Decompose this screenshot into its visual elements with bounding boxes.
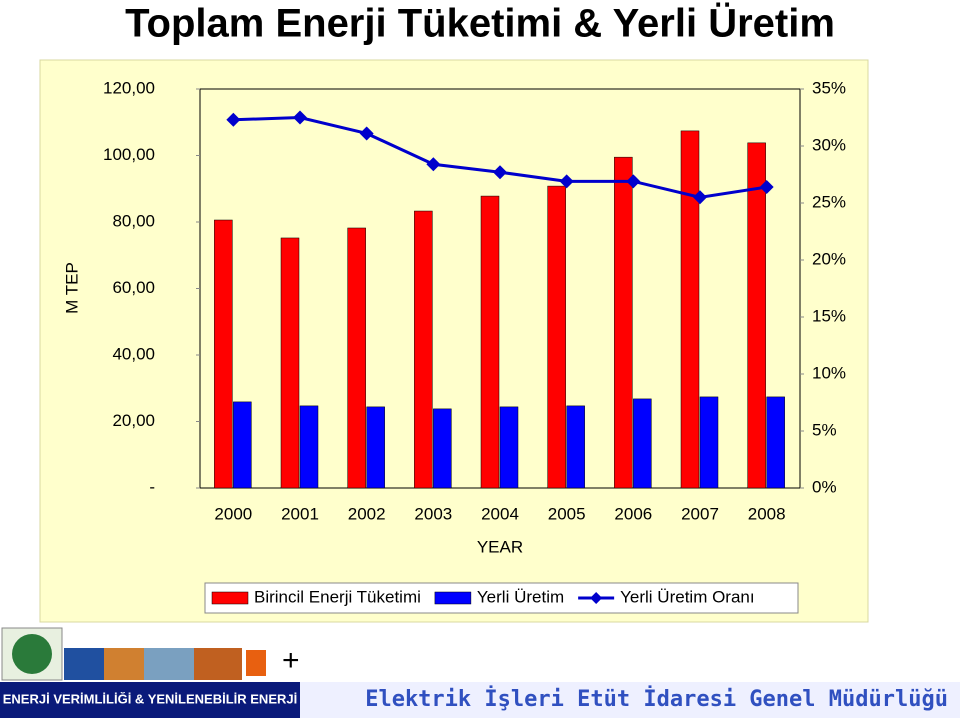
line-marker bbox=[559, 174, 574, 189]
bar bbox=[233, 401, 252, 489]
legend-swatch-marker bbox=[590, 592, 603, 604]
x-tick-label: 2005 bbox=[548, 504, 586, 523]
x-tick-label: 2001 bbox=[281, 504, 319, 523]
y2-tick-label: 10% bbox=[812, 363, 846, 382]
y-tick-label: 100,00 bbox=[103, 145, 155, 164]
y-tick-label: 40,00 bbox=[112, 344, 155, 363]
bar bbox=[347, 227, 366, 489]
footer-right: Elektrik İşleri Etüt İdaresi Genel Müdür… bbox=[365, 686, 948, 712]
bar bbox=[480, 195, 500, 489]
chart-title: Toplam Enerji Tüketimi & Yerli Üretim bbox=[125, 1, 835, 46]
legend-box bbox=[204, 582, 799, 614]
x-tick-label: 2007 bbox=[681, 504, 719, 523]
legend-swatch bbox=[211, 591, 249, 605]
bar bbox=[680, 130, 700, 489]
bar bbox=[614, 156, 633, 489]
footer-left: ENERJİ VERİMLİLİĞİ & YENİLENEBİLİR ENERJ… bbox=[3, 691, 297, 706]
bar bbox=[366, 406, 385, 489]
y-tick-label: 20,00 bbox=[112, 411, 155, 430]
bar bbox=[747, 142, 766, 489]
bar bbox=[633, 398, 652, 489]
bar bbox=[214, 219, 233, 489]
bar bbox=[766, 396, 785, 489]
y-tick-label: 80,00 bbox=[112, 211, 155, 230]
footer-right-band bbox=[300, 682, 960, 718]
plus-icon: + bbox=[282, 644, 300, 677]
line-marker bbox=[359, 126, 374, 141]
x-axis-title: YEAR bbox=[477, 537, 523, 556]
x-tick-label: 2008 bbox=[748, 504, 786, 523]
bar bbox=[280, 237, 300, 489]
bar bbox=[299, 405, 319, 489]
x-tick-label: 2004 bbox=[481, 504, 519, 523]
y2-tick-label: 20% bbox=[812, 249, 846, 268]
bar bbox=[414, 210, 433, 489]
x-tick-label: 2000 bbox=[214, 504, 252, 523]
y2-tick-label: 5% bbox=[812, 420, 837, 439]
bar bbox=[433, 408, 452, 489]
bar bbox=[499, 406, 519, 489]
x-tick-label: 2002 bbox=[348, 504, 386, 523]
footer-left-band bbox=[0, 682, 300, 718]
bar bbox=[699, 396, 719, 489]
legend-label: Yerli Üretim bbox=[477, 587, 564, 606]
x-tick-label: 2003 bbox=[414, 504, 452, 523]
y2-tick-label: 25% bbox=[812, 192, 846, 211]
line-marker bbox=[493, 165, 507, 180]
line-marker bbox=[426, 157, 441, 172]
x-tick-label: 2006 bbox=[614, 504, 652, 523]
footer-logo: + bbox=[1, 627, 300, 681]
y-tick-label: - bbox=[149, 477, 155, 496]
legend-label: Yerli Üretim Oranı bbox=[620, 587, 754, 606]
bar bbox=[547, 185, 566, 489]
y-tick-label: 120,00 bbox=[103, 78, 155, 97]
legend-label: Birincil Enerji Tüketimi bbox=[254, 587, 421, 606]
y-tick-label: 60,00 bbox=[112, 278, 155, 297]
line-marker bbox=[626, 174, 641, 189]
line-marker bbox=[226, 112, 241, 127]
y2-tick-label: 35% bbox=[812, 78, 846, 97]
y-axis-title: M TEP bbox=[62, 262, 81, 314]
line-marker bbox=[293, 110, 307, 125]
line-marker bbox=[759, 180, 774, 195]
y2-tick-label: 30% bbox=[812, 135, 846, 154]
legend-swatch bbox=[434, 591, 472, 605]
bar bbox=[566, 405, 585, 489]
y2-tick-label: 0% bbox=[812, 477, 837, 496]
line-marker bbox=[693, 190, 707, 205]
y2-tick-label: 15% bbox=[812, 306, 846, 325]
